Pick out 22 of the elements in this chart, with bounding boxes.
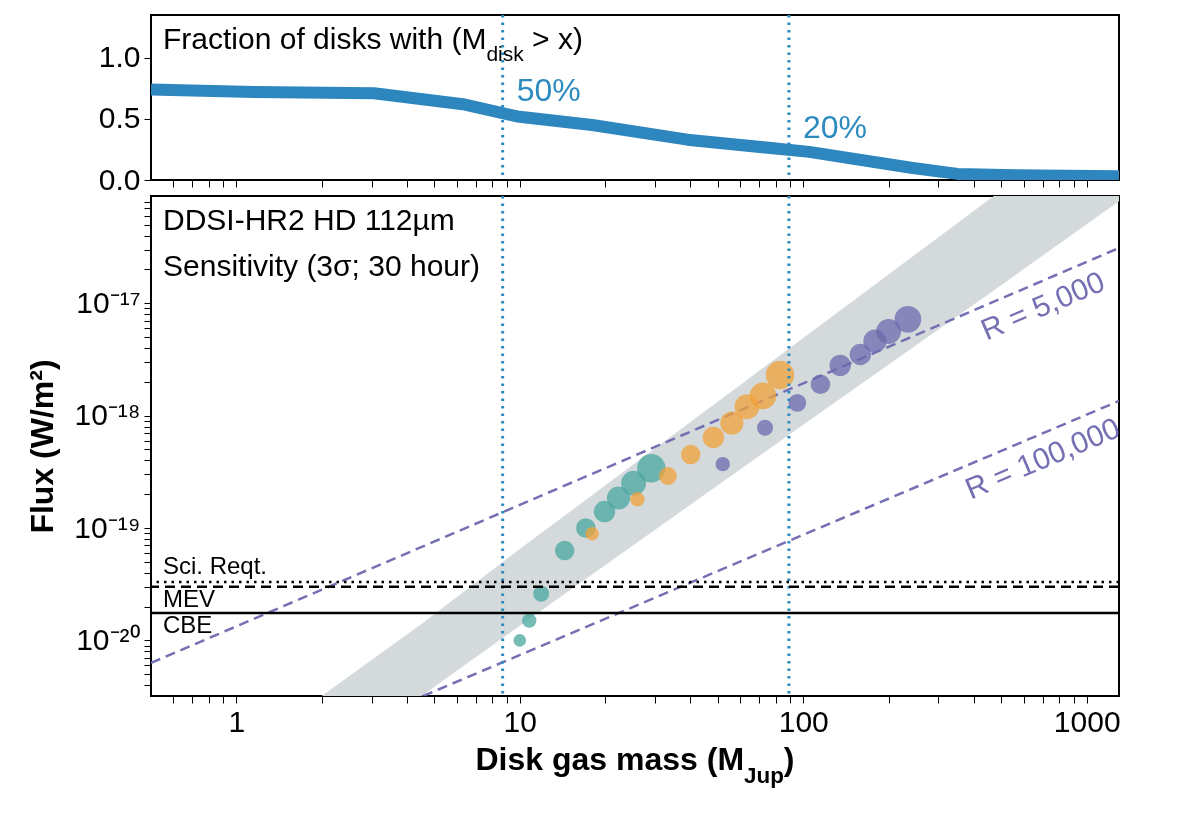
- x-tick-label: 10: [503, 704, 537, 738]
- x-tick-label: 100: [778, 704, 829, 738]
- y-tick-label: 10⁻¹⁹: [74, 510, 141, 544]
- x-tick-label: 1: [228, 704, 246, 738]
- ref-line-label: MEV: [163, 584, 216, 612]
- y-tick-label: 10⁻¹⁸: [74, 398, 141, 432]
- chart-title: DDSI-HR2 HD 112µm: [163, 203, 455, 236]
- y-tick-label: 1.0: [98, 40, 141, 74]
- ref-line-label: CBE: [163, 611, 213, 639]
- chart-title: Fraction of disks with (M$_{disk}$ > x): [163, 22, 583, 65]
- x-tick-label: 1000: [1053, 704, 1121, 738]
- y-tick-label: 10⁻¹⁷: [76, 285, 141, 319]
- x-axis-title: Disk gas mass (M$_{Jup}$): [475, 741, 795, 788]
- y-tick-label: 0.5: [98, 101, 141, 135]
- text: Sensitivity (3σ; 30 hour): [163, 249, 480, 282]
- annotation: 20%: [802, 108, 867, 145]
- y-tick-label: 0.0: [98, 162, 141, 196]
- text: R = 5,000: [975, 264, 1110, 347]
- y-tick-label: 10⁻²⁰: [76, 622, 141, 656]
- ref-line-label: Sci. Reqt.: [163, 552, 268, 580]
- annotation: 50%: [516, 71, 581, 108]
- y-axis-title: Flux (W/m²): [24, 359, 61, 534]
